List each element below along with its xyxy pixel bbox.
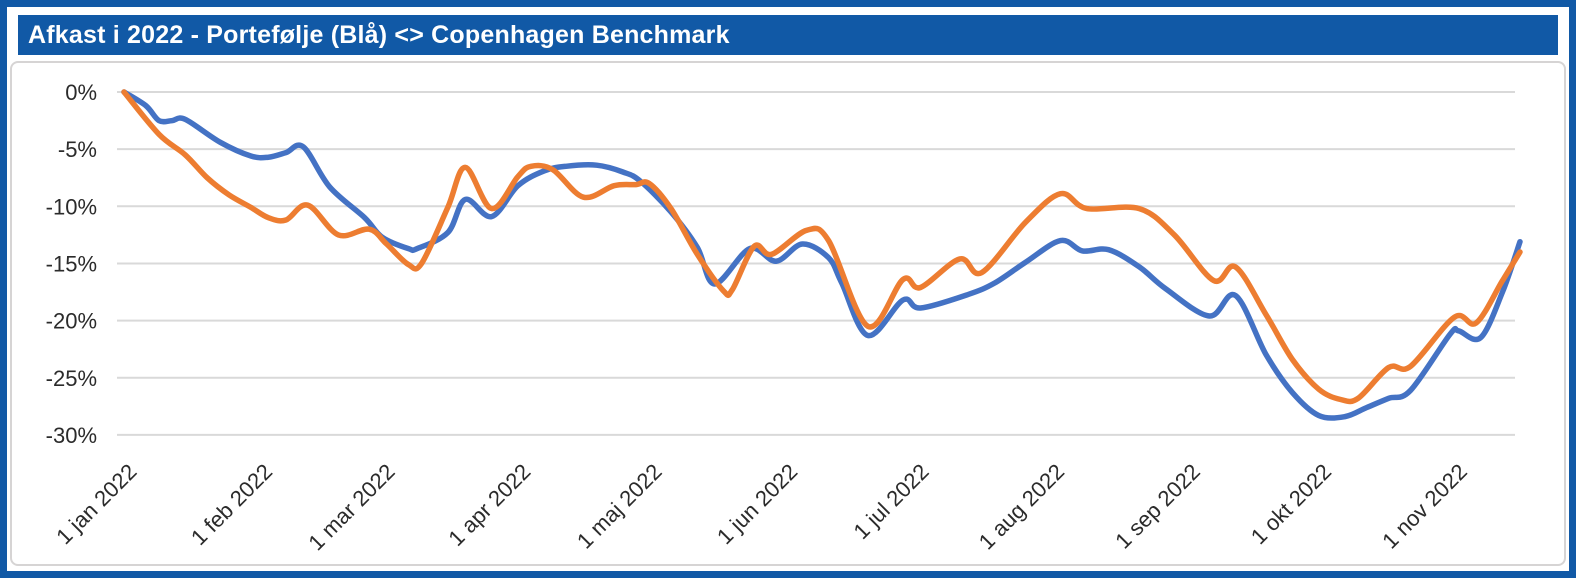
chart-title-bar: Afkast i 2022 - Portefølje (Blå) <> Cope… [18, 15, 1558, 55]
chart-panel [10, 61, 1566, 566]
chart-title: Afkast i 2022 - Portefølje (Blå) <> Cope… [28, 20, 730, 49]
